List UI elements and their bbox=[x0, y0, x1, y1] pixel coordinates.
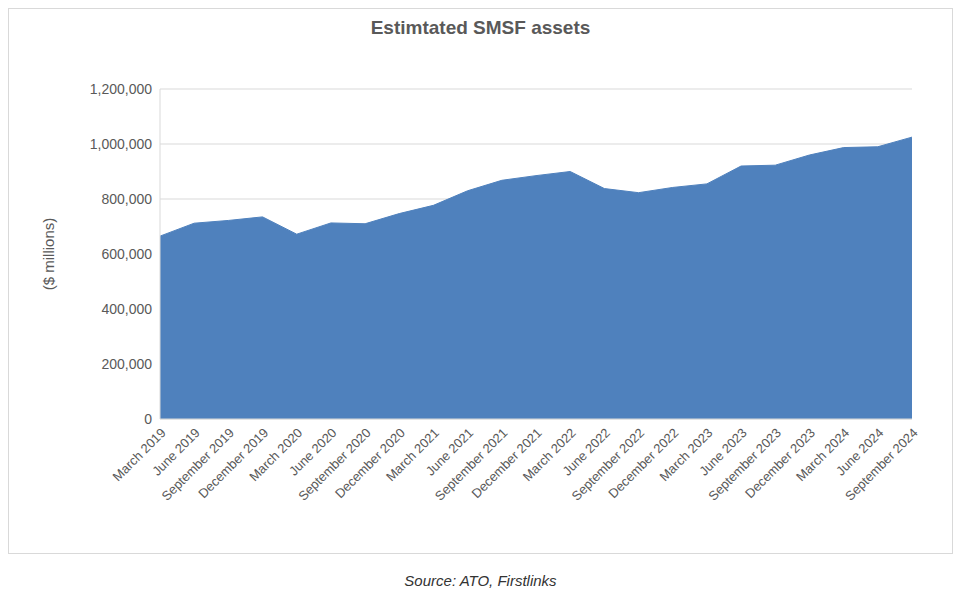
svg-text:June 2023: June 2023 bbox=[696, 425, 750, 479]
svg-text:December 2021: December 2021 bbox=[468, 425, 545, 502]
svg-text:September 2024: September 2024 bbox=[842, 425, 921, 504]
svg-text:June 2022: June 2022 bbox=[559, 425, 613, 479]
svg-text:September 2022: September 2022 bbox=[568, 425, 648, 504]
svg-text:September 2023: September 2023 bbox=[705, 425, 784, 504]
svg-text:1,000,000: 1,000,000 bbox=[90, 136, 152, 152]
svg-text:December 2020: December 2020 bbox=[331, 425, 408, 502]
html-text:Estimtated SMSF assets: Estimtated SMSF assets bbox=[370, 17, 591, 38]
svg-text:December 2023: December 2023 bbox=[742, 425, 819, 502]
html-text:Source: ATO, Firstlinks: Source: ATO, Firstlinks bbox=[404, 572, 557, 589]
svg-text:June 2024: June 2024 bbox=[832, 425, 887, 479]
svg-text:June 2020: June 2020 bbox=[286, 425, 340, 479]
svg-text:600,000: 600,000 bbox=[101, 246, 152, 262]
svg-text:1,200,000: 1,200,000 bbox=[90, 81, 152, 97]
svg-text:June 2021: June 2021 bbox=[422, 425, 477, 479]
svg-text:($ millions): ($ millions) bbox=[40, 218, 57, 291]
svg-text:September 2019: September 2019 bbox=[158, 425, 237, 504]
svg-text:September 2021: September 2021 bbox=[431, 425, 511, 504]
svg-text:December 2022: December 2022 bbox=[605, 425, 682, 502]
svg-text:400,000: 400,000 bbox=[101, 301, 152, 317]
svg-text:200,000: 200,000 bbox=[101, 356, 152, 372]
svg-text:0: 0 bbox=[144, 411, 152, 427]
svg-text:March 2022: March 2022 bbox=[519, 425, 579, 485]
svg-text:March 2023: March 2023 bbox=[656, 425, 716, 485]
svg-text:800,000: 800,000 bbox=[101, 191, 152, 207]
svg-text:September 2020: September 2020 bbox=[295, 425, 374, 504]
svg-text:June 2019: June 2019 bbox=[149, 425, 203, 479]
svg-text:March 2019: March 2019 bbox=[109, 425, 169, 485]
svg-text:March 2020: March 2020 bbox=[246, 425, 306, 485]
svg-text:December 2019: December 2019 bbox=[195, 425, 272, 502]
svg-text:March 2021: March 2021 bbox=[382, 425, 443, 485]
svg-text:March 2024: March 2024 bbox=[793, 425, 853, 485]
